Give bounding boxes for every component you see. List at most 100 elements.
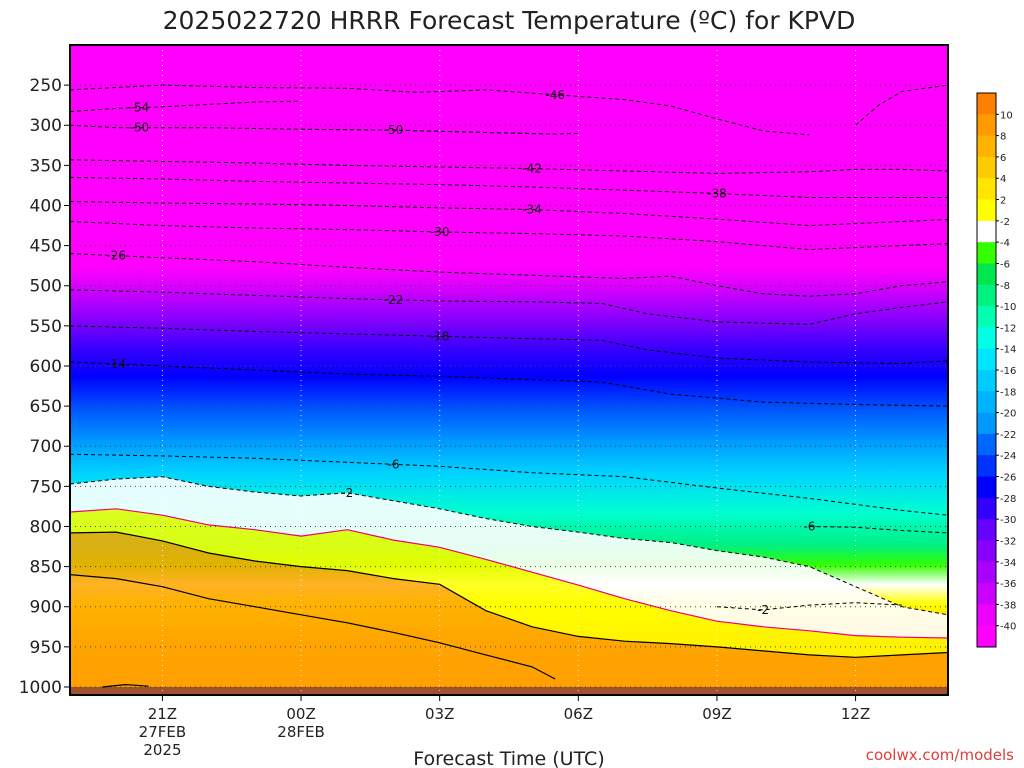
x-tick-sublabel: 2025 <box>143 741 181 759</box>
x-tick-sublabel: 27FEB <box>139 723 186 741</box>
isotherm-label: -2 <box>757 603 769 617</box>
colorbar-label: -30 <box>1000 515 1016 526</box>
colorbar-label: 10 <box>1000 110 1013 121</box>
plot-frame <box>69 44 949 696</box>
y-tick-label: 900 <box>30 598 62 618</box>
colorbar-swatch <box>977 178 996 201</box>
isotherm-line <box>70 159 948 174</box>
x-tick-label: 09Z <box>702 705 731 723</box>
colorbar-label: -18 <box>1000 387 1016 398</box>
x-tick-label: 03Z <box>425 705 454 723</box>
isotherm-label: -42 <box>522 162 542 176</box>
isotherm-label: -2 <box>341 486 353 500</box>
isotherm-label: -26 <box>106 249 126 263</box>
colorbar-label: -14 <box>1000 345 1016 356</box>
y-tick-label: 450 <box>30 237 62 257</box>
colorbar-swatch <box>977 540 996 563</box>
colorbar-label: -32 <box>1000 536 1016 547</box>
warm-isotherm-line <box>102 683 149 688</box>
isotherm-line <box>301 128 556 135</box>
isotherm-line <box>70 221 948 251</box>
band-warm <box>70 508 948 658</box>
colorbar-label: -4 <box>1000 238 1010 249</box>
x-tick-label: 21Z <box>148 705 177 723</box>
x-tick-label: 06Z <box>564 705 593 723</box>
isotherm-label: -6 <box>803 519 815 533</box>
isotherm-line <box>809 526 948 534</box>
colorbar-swatch <box>977 519 996 541</box>
band-warmer <box>70 532 948 695</box>
isotherm-line <box>70 453 948 516</box>
colorbar-swatch <box>977 433 996 456</box>
isotherm-label: -38 <box>707 186 727 200</box>
colorbar-swatch <box>977 263 996 286</box>
y-tick-label: 800 <box>30 517 62 537</box>
y-tick-label: 300 <box>30 116 62 136</box>
colorbar-label: -38 <box>1000 600 1016 611</box>
isotherm-line <box>70 325 948 365</box>
chart-title: 2025022720 HRRR Forecast Temperature (ºC… <box>163 6 856 35</box>
y-tick-label: 750 <box>30 477 62 497</box>
y-tick-label: 850 <box>30 558 62 578</box>
colorbar: 10 8 6 4 2 -2 -4 -6 -8 -10 -12 -14 -16 -18 -20 -22 -24 -2… <box>976 92 1016 648</box>
isotherm-label: -54 <box>130 101 150 115</box>
y-tick-label: 1000 <box>19 678 62 698</box>
colorbar-swatch <box>977 412 996 435</box>
colorbar-swatch <box>977 391 996 414</box>
colorbar-swatch <box>977 625 996 648</box>
colorbar-swatch <box>977 284 996 307</box>
y-tick-label: 950 <box>30 638 62 658</box>
colorbar-label: -20 <box>1000 409 1016 420</box>
warm-isotherm-line <box>70 531 948 658</box>
isotherm-label: -50 <box>130 121 150 135</box>
colorbar-label: -12 <box>1000 323 1016 334</box>
y-tick-label: 350 <box>30 156 62 176</box>
colorbar-label: 2 <box>1000 196 1006 207</box>
colorbar-swatch <box>977 306 996 328</box>
warm-isotherm-line <box>70 574 556 680</box>
colorbar-label: -26 <box>1000 473 1016 484</box>
isotherm-label: -18 <box>430 329 450 343</box>
isotherm-label: -6 <box>387 457 399 471</box>
colorbar-label: -6 <box>1000 259 1010 270</box>
colorbar-label: -8 <box>1000 281 1010 292</box>
credit-text: coolwx.com/models <box>866 746 1014 764</box>
ground-strip <box>70 686 948 695</box>
colorbar-swatch <box>977 370 996 392</box>
y-tick-label: 650 <box>30 397 62 417</box>
colorbar-swatch <box>977 583 996 605</box>
colorbar-label: -2 <box>1000 217 1010 228</box>
y-tick-label: 600 <box>30 357 62 377</box>
y-tick-label: 500 <box>30 277 62 297</box>
colorbar-label: -22 <box>1000 430 1016 441</box>
colorbar-swatch <box>977 135 996 158</box>
colorbar-label: 4 <box>1000 174 1006 185</box>
isotherm-line <box>70 176 948 198</box>
x-axis-label: Forecast Time (UTC) <box>413 748 604 768</box>
isotherm-label: -46 <box>545 88 565 102</box>
isotherm-line <box>70 253 948 297</box>
colorbar-swatch <box>977 327 996 350</box>
isotherm-label: -22 <box>384 293 404 307</box>
colorbar-label: -40 <box>1000 622 1016 633</box>
colorbar-swatch <box>977 93 996 115</box>
isotherm-line <box>70 476 948 616</box>
x-tick-label: 12Z <box>841 705 870 723</box>
colorbar-swatch <box>977 476 996 499</box>
y-tick-label: 250 <box>30 76 62 96</box>
isotherm-line <box>70 361 948 407</box>
isotherm-label: -14 <box>106 357 126 371</box>
colorbar-label: -28 <box>1000 494 1016 505</box>
colorbar-swatch <box>977 455 996 478</box>
isotherm-line <box>70 289 948 325</box>
colorbar-swatch <box>977 497 996 520</box>
y-tick-label: 700 <box>30 437 62 457</box>
colorbar-label: 8 <box>1000 132 1006 143</box>
isotherm-line <box>70 100 302 113</box>
colorbar-label: -34 <box>1000 558 1016 569</box>
x-tick-label: 00Z <box>286 705 315 723</box>
colorbar-swatch <box>977 604 996 627</box>
colorbar-label: -24 <box>1000 451 1016 462</box>
isotherm-label: -30 <box>430 225 450 239</box>
